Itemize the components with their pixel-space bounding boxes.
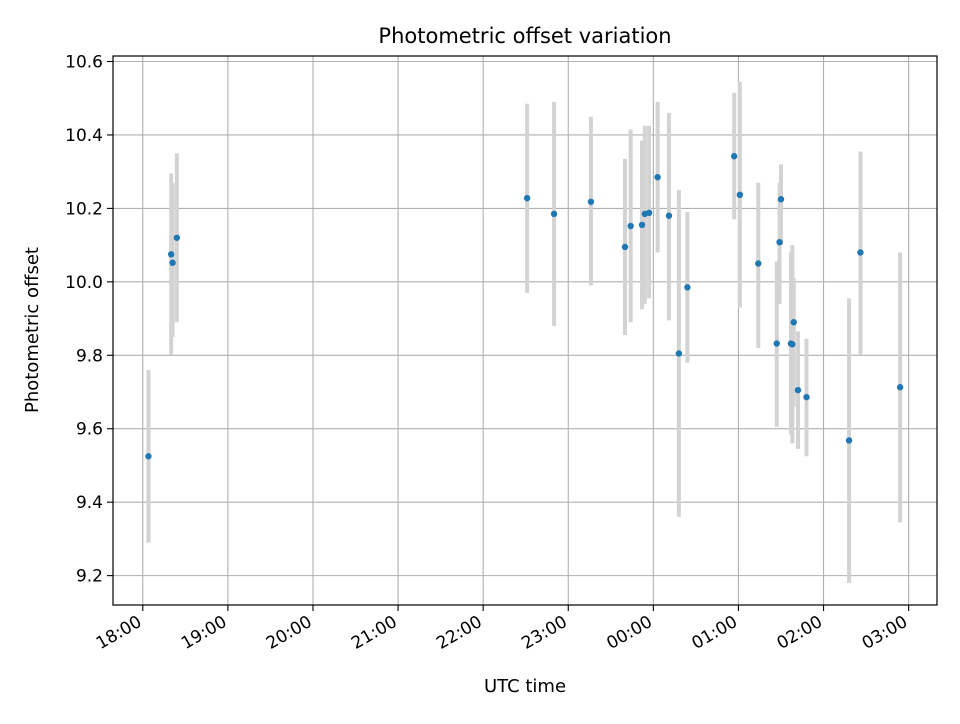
y-tick-label: 9.6 [76, 420, 103, 440]
y-tick-label: 10.4 [65, 126, 103, 146]
data-point [169, 259, 176, 266]
data-point [789, 341, 796, 348]
data-point [736, 191, 744, 199]
y-tick-label: 9.8 [76, 346, 103, 366]
data-point [773, 340, 780, 347]
data-point [755, 260, 762, 267]
data-point [845, 437, 853, 444]
data-point [857, 249, 864, 256]
data-point [684, 284, 691, 291]
data-point [523, 194, 531, 202]
x-axis-label: UTC time [484, 676, 566, 697]
chart-title: Photometric offset variation [378, 24, 671, 48]
data-point [145, 453, 152, 460]
data-points [145, 153, 904, 460]
data-point [777, 196, 785, 203]
data-point [550, 210, 558, 218]
data-point [645, 209, 653, 217]
y-tick-label: 10.2 [65, 199, 103, 219]
data-point [665, 212, 673, 219]
data-point [621, 243, 629, 251]
data-point [803, 393, 810, 401]
data-point [654, 173, 661, 181]
data-point [675, 350, 683, 357]
y-axis-label: Photometric offset [22, 247, 43, 413]
data-point [794, 386, 802, 394]
data-point [790, 319, 797, 326]
data-point [730, 153, 738, 160]
data-point [776, 238, 783, 246]
data-point [638, 221, 646, 229]
data-point [167, 251, 175, 258]
plot-frame [112, 55, 938, 606]
data-point [896, 384, 904, 391]
y-axis-ticks: 9.2 9.4 9.6 9.8 10.0 10.2 10.4 10.6 [65, 53, 113, 587]
data-point [627, 222, 634, 230]
y-tick-label: 10.6 [65, 53, 103, 73]
y-tick-label: 9.2 [76, 567, 103, 587]
data-point [173, 234, 181, 241]
y-tick-label: 10.0 [65, 273, 103, 293]
y-tick-label: 9.4 [76, 493, 103, 513]
data-point [587, 198, 595, 205]
